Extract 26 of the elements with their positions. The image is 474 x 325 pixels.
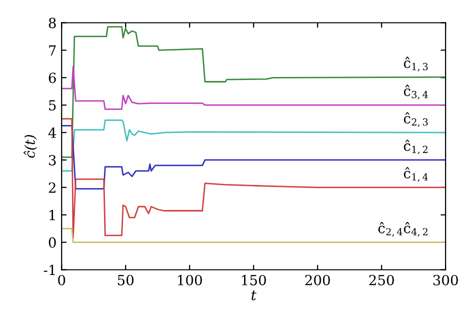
- y-tick-label: 0: [48, 237, 56, 248]
- y-tick-label: 6: [48, 72, 56, 84]
- series-label: ĉ$_{1,3}$: [404, 56, 428, 72]
- y-tick-label: 4: [48, 127, 56, 138]
- x-tick-label: 250: [369, 274, 394, 286]
- y-tick-label: 7: [49, 45, 56, 56]
- x-tick-label: 100: [178, 274, 202, 286]
- x-tick-label: 150: [242, 274, 266, 286]
- y-tick-label: 2: [48, 182, 56, 193]
- y-tick-label: 3: [48, 154, 56, 166]
- x-tick-label: 0: [58, 274, 66, 286]
- y-axis-title: ĉ(t): [24, 135, 37, 158]
- series-label: ĉ$_{2,3}$: [404, 112, 428, 127]
- x-tick-label: 200: [305, 274, 330, 286]
- line-series: [62, 26, 446, 158]
- y-tick-label: 5: [49, 100, 56, 111]
- series-label: ĉ$_{1,4}$: [404, 167, 428, 182]
- series-label: ĉ$_{2,4}$ĉ$_{4,2}$: [378, 222, 428, 237]
- series-label: ĉ$_{1,2}$: [404, 140, 428, 154]
- x-tick-label: 300: [433, 274, 458, 286]
- y-tick-label: -1: [44, 264, 55, 276]
- x-tick-label: 50: [118, 274, 134, 286]
- series-label: ĉ$_{3,4}$: [404, 84, 428, 100]
- x-axis-title: t: [252, 290, 256, 300]
- y-tick-label: 1: [50, 210, 55, 220]
- y-tick-label: 8: [48, 18, 56, 28]
